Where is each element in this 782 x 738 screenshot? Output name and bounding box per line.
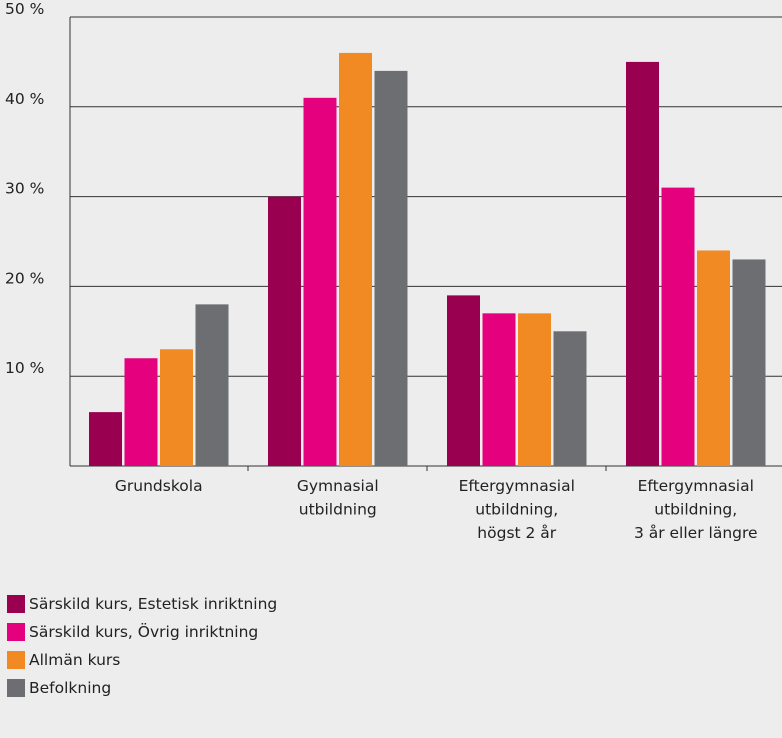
y-tick-label: 40 % [5, 90, 44, 108]
x-tick-label: Grundskola [115, 477, 203, 495]
legend-label: Befolkning [29, 679, 112, 697]
y-tick-label: 20 % [5, 269, 44, 287]
x-tick-label: Gymnasial utbildning [297, 477, 379, 519]
legend-swatch [7, 679, 25, 697]
bar [482, 313, 516, 466]
legend-label: Särskild kurs, Estetisk inriktning [29, 595, 278, 613]
legend-label: Särskild kurs, Övrig inriktning [29, 623, 259, 641]
bar [374, 70, 408, 466]
bar [661, 187, 695, 466]
y-tick-label: 30 % [5, 180, 44, 198]
legend-swatch [7, 651, 25, 669]
bar [339, 52, 372, 467]
y-tick-label: 50 % [5, 0, 44, 18]
bar [626, 61, 659, 467]
bar [553, 331, 587, 466]
legend-item: Befolkning [7, 674, 277, 702]
legend-swatch [7, 623, 25, 641]
bar [124, 358, 158, 466]
bar [732, 259, 766, 466]
bar [160, 349, 193, 466]
legend-label: Allmän kurs [29, 651, 121, 669]
bar [697, 250, 730, 466]
bar [447, 295, 480, 466]
legend: Särskild kurs, Estetisk inriktning Särski… [7, 590, 277, 702]
x-tick-label: Eftergymnasial utbildning, högst 2 år [459, 477, 575, 542]
bar [518, 313, 551, 466]
bar [195, 304, 229, 466]
legend-item: Särskild kurs, Övrig inriktning [7, 618, 277, 646]
legend-swatch [7, 595, 25, 613]
bar [89, 412, 122, 466]
x-tick-label: Eftergymnasial utbildning, 3 år eller läng… [634, 477, 758, 542]
legend-item: Särskild kurs, Estetisk inriktning [7, 590, 277, 618]
bar [303, 97, 337, 466]
legend-item: Allmän kurs [7, 646, 277, 674]
bar [268, 196, 301, 466]
y-tick-label: 10 % [5, 359, 44, 377]
